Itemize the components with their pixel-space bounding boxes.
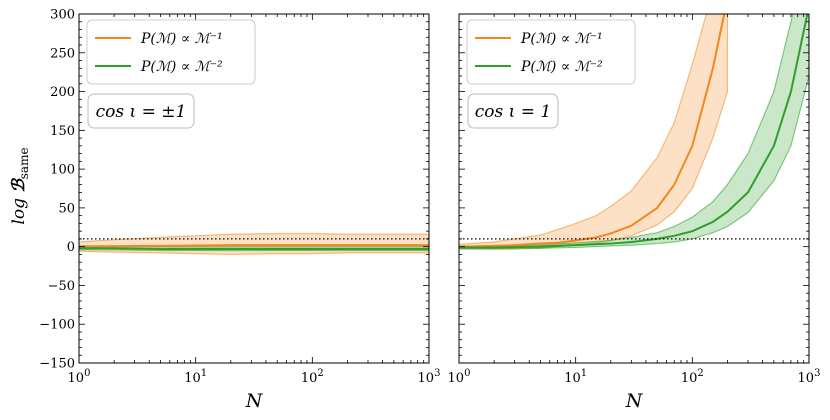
axes-frame	[78, 13, 430, 364]
y-tick-label: 0	[67, 240, 75, 255]
annotation-frame	[87, 93, 195, 129]
y-tick-label: 300	[50, 8, 75, 23]
panel-left: −150 −100 −50 0 50 100 150 200 250 300 100 101 102 10…	[39, 8, 440, 387]
y-tick-label: −50	[48, 279, 75, 294]
x-tick-label: 103	[798, 368, 821, 386]
credible-band-orange	[79, 232, 429, 256]
plot-area	[79, 232, 429, 256]
x-tick-label: 101	[564, 368, 587, 386]
x-tick-label: 100	[68, 368, 91, 386]
legend: P(ℳ) ∝ ℳ⁻¹ P(ℳ) ∝ ℳ⁻²	[86, 19, 256, 85]
y-tick-label: 50	[58, 201, 75, 216]
legend-frame	[466, 19, 636, 85]
y-tick-label: −100	[39, 318, 75, 333]
x-tick-label: 102	[681, 368, 704, 386]
credible-band-green	[459, 14, 809, 250]
legend: P(ℳ) ∝ ℳ⁻¹ P(ℳ) ∝ ℳ⁻²	[466, 19, 636, 85]
x-tick-label: 101	[184, 368, 207, 386]
median-line-green	[79, 247, 429, 250]
credible-band-orange	[459, 14, 729, 250]
x-tick-label: 102	[301, 368, 324, 386]
axes-frame	[458, 13, 810, 364]
x-axis-label-left: N	[245, 390, 264, 412]
annotation-frame	[467, 93, 559, 129]
legend-frame	[86, 19, 256, 85]
median-line-green	[459, 14, 809, 249]
y-tick-label: 250	[50, 46, 75, 61]
annotation: cos ι = 1	[467, 93, 559, 129]
y-tick-label: 150	[50, 124, 75, 139]
y-tick-label: 200	[50, 85, 75, 100]
panel-right: 100 101 102 103 P(ℳ) ∝ ℳ⁻¹ P(ℳ) ∝ ℳ⁻² cos ι = …	[448, 13, 821, 386]
plot-area	[459, 14, 809, 250]
x-tick-label: 100	[448, 368, 471, 386]
annotation-label: cos ι = 1	[475, 102, 551, 122]
legend-label: P(ℳ) ∝ ℳ⁻¹	[520, 31, 603, 47]
legend-label: P(ℳ) ∝ ℳ⁻²	[520, 59, 603, 75]
y-axis-label: log ℬsame	[9, 147, 31, 224]
y-tick-label: 100	[50, 163, 75, 178]
y-tick-label: −150	[39, 357, 75, 372]
annotation-label: cos ι = ±1	[96, 102, 187, 122]
legend-label: P(ℳ) ∝ ℳ⁻²	[140, 59, 223, 75]
x-axis-label-right: N	[625, 390, 644, 412]
legend-label: P(ℳ) ∝ ℳ⁻¹	[140, 31, 223, 47]
x-tick-label: 103	[418, 368, 441, 386]
median-line-orange	[79, 244, 429, 248]
median-line-orange	[459, 14, 726, 248]
annotation: cos ι = ±1	[87, 93, 195, 129]
